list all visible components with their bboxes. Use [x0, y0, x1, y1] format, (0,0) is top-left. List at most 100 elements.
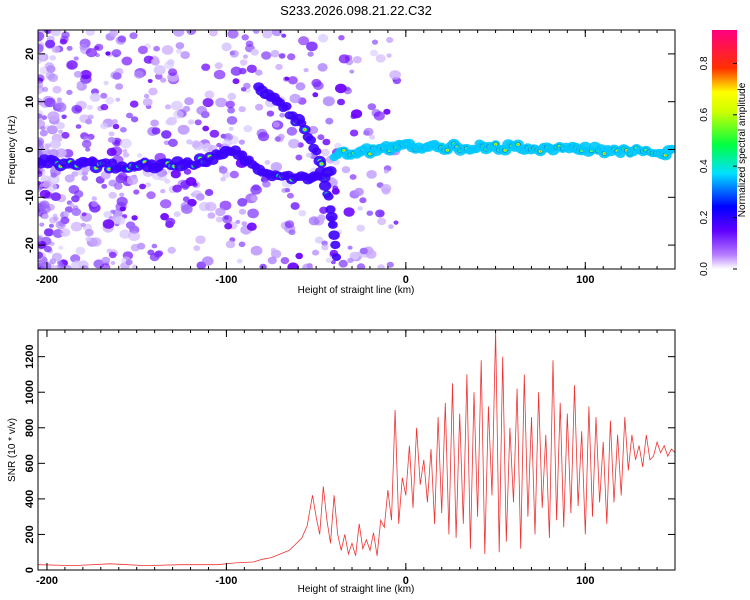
noise-blob	[148, 87, 158, 96]
noise-blob	[85, 118, 92, 125]
descending-trace-blob	[281, 102, 292, 111]
colorbar-tick-label: 0.8	[699, 56, 710, 70]
noise-blob	[186, 139, 193, 145]
noise-blob	[290, 202, 300, 210]
noise-blob	[133, 189, 140, 195]
noise-blob	[130, 116, 139, 123]
spectrogram-ylabel: Frequency (Hz)	[7, 116, 18, 185]
noise-blob	[286, 126, 298, 136]
noise-blob	[286, 192, 294, 199]
noise-blob	[337, 98, 345, 106]
noise-blob	[173, 211, 181, 218]
noise-blob	[38, 113, 43, 119]
noise-blob	[173, 30, 185, 37]
noise-blob	[153, 65, 166, 75]
noise-blob	[125, 259, 133, 266]
noise-blob	[131, 215, 138, 221]
noise-blob	[142, 98, 153, 107]
noise-blob	[306, 41, 318, 52]
noise-blob	[101, 256, 111, 264]
noise-blob	[181, 204, 193, 215]
noise-blob	[287, 53, 296, 61]
noise-blob	[160, 213, 170, 221]
snr-ytick-label: 400	[24, 490, 36, 508]
noise-blob	[151, 127, 161, 135]
noise-blob	[137, 153, 143, 158]
noise-blob	[115, 83, 124, 90]
snr-xtick-label: -200	[36, 575, 58, 587]
noise-blob	[175, 42, 185, 50]
colorbar-label: Normalized spectral amplitude	[737, 82, 748, 217]
noise-blob	[331, 187, 340, 195]
noise-blob	[180, 51, 190, 60]
noise-blob	[307, 51, 314, 57]
descending-trace-blob	[323, 192, 334, 201]
noise-blob	[359, 247, 368, 255]
noise-blob	[119, 138, 132, 149]
noise-blob	[317, 214, 326, 222]
noise-blob	[58, 220, 65, 227]
noise-blob	[317, 134, 325, 141]
noise-blob	[94, 43, 104, 51]
noise-blob	[44, 97, 56, 108]
noise-blob	[150, 119, 159, 127]
noise-blob	[115, 97, 121, 102]
spectrogram-xtick-label: 0	[403, 274, 409, 286]
noise-blob	[66, 60, 78, 70]
noise-blob	[338, 35, 345, 41]
noise-blob	[356, 224, 366, 232]
colorbar-tick-label: 0.2	[699, 210, 710, 224]
noise-blob	[39, 189, 51, 199]
snr-xtick-label: -100	[215, 575, 237, 587]
noise-blob	[38, 31, 45, 42]
noise-blob	[383, 108, 391, 115]
noise-blob	[325, 117, 334, 125]
noise-blob	[202, 256, 214, 266]
noise-blob	[168, 138, 178, 147]
noise-blob	[255, 69, 263, 76]
noise-blob	[375, 209, 385, 218]
noise-blob	[321, 148, 330, 157]
noise-blob	[187, 198, 197, 207]
colorbar-tick-label: 0.4	[699, 159, 710, 173]
noise-blob	[204, 90, 215, 99]
noise-blob	[38, 251, 44, 259]
noise-blob	[61, 131, 70, 139]
noise-blob	[143, 93, 150, 99]
noise-blob	[111, 49, 122, 58]
noise-blob	[100, 122, 109, 130]
noise-blob	[213, 69, 226, 80]
noise-blob	[64, 174, 75, 183]
noise-blob	[184, 97, 194, 106]
noise-blob	[126, 112, 133, 119]
noise-blob	[176, 48, 183, 54]
noise-blob	[195, 235, 206, 244]
noise-blob	[246, 222, 257, 231]
noise-blob	[183, 168, 192, 175]
noise-blob	[369, 134, 376, 140]
noise-blob	[113, 182, 123, 190]
noise-blob	[167, 246, 176, 254]
snr-ytick-label: 600	[24, 454, 36, 472]
noise-blob	[209, 129, 220, 138]
noise-blob	[373, 111, 385, 121]
noise-blob	[43, 228, 54, 237]
noise-blob	[267, 256, 277, 265]
noise-blob	[393, 220, 399, 225]
noise-blob	[147, 79, 153, 83]
noise-blob	[281, 33, 287, 38]
descending-trace-blob	[325, 205, 336, 214]
noise-blob	[250, 185, 262, 195]
noise-blob	[69, 202, 75, 207]
noise-blob	[170, 169, 181, 179]
noise-blob	[75, 246, 86, 255]
noise-blob	[354, 187, 364, 196]
noise-blob	[207, 212, 216, 219]
noise-blob	[112, 123, 120, 130]
noise-blob	[70, 221, 83, 232]
noise-blob	[61, 31, 70, 39]
noise-blob	[227, 92, 237, 101]
noise-blob	[64, 206, 73, 213]
descending-trace-blob	[331, 253, 342, 261]
noise-blob	[38, 236, 43, 243]
